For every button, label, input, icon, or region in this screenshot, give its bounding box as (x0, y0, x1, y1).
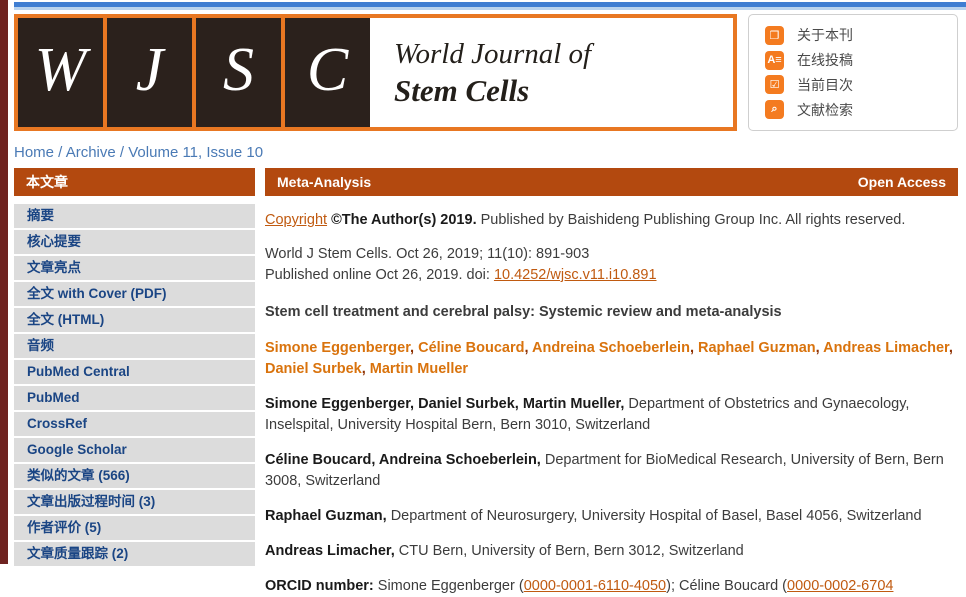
orcid-label: ORCID number: (265, 578, 378, 594)
affiliation-authors: Raphael Guzman, (265, 508, 387, 524)
article-title: Stem cell treatment and cerebral palsy: … (265, 304, 782, 320)
author-list: Simone Eggenberger, Céline Boucard, Andr… (265, 338, 958, 380)
quick-menu-item[interactable]: ❐ 关于本刊 (765, 25, 957, 45)
breadcrumb-link-1[interactable]: Archive (65, 144, 116, 161)
doi-link[interactable]: 10.4252/wjsc.v11.i10.891 (493, 267, 657, 283)
author-link[interactable]: Andreas Limacher (823, 340, 949, 356)
affiliation-list: Simone Eggenberger, Daniel Surbek, Marti… (265, 394, 958, 562)
author-separator: , (361, 361, 370, 377)
author-link[interactable]: Céline Boucard (418, 340, 525, 356)
copyright-rest: Published by Baishideng Publishing Group… (476, 212, 906, 228)
quick-menu-item[interactable]: ⌕ 文献检索 (765, 100, 957, 120)
quick-menu-label: 在线投稿 (797, 52, 853, 69)
citation-line: World J Stem Cells. Oct 26, 2019; 11(10)… (265, 246, 590, 262)
affiliation-text: Department of Neurosurgery, University H… (386, 508, 922, 524)
sidebar-item[interactable]: 文章质量跟踪 (2) (14, 542, 255, 566)
affiliation-authors: Andreas Limacher, (265, 543, 395, 559)
online-submission-icon: A≡ (765, 50, 784, 70)
author-separator: , (948, 340, 953, 356)
orcid-id-link[interactable]: 0000-0001-6110-4050 (523, 578, 667, 594)
affiliation-entry: Raphael Guzman, Department of Neurosurge… (265, 506, 958, 527)
sidebar-item[interactable]: 文章亮点 (14, 256, 255, 280)
quick-menu-label: 关于本刊 (797, 27, 853, 44)
copyright-bold: ©The Author(s) 2019. (327, 212, 477, 228)
orcid-line: ORCID number: Simone Eggenberger (0000-0… (265, 576, 958, 597)
breadcrumb-separator: / (115, 144, 129, 161)
sidebar-item[interactable]: PubMed Central (14, 360, 255, 384)
sidebar-item[interactable]: 类似的文章 (566) (14, 464, 255, 488)
sidebar-header: 本文章 (14, 168, 255, 196)
journal-name: World Journal of Stem Cells (370, 18, 591, 127)
author-link[interactable]: Daniel Surbek (265, 361, 362, 377)
copyright-link[interactable]: Copyright (265, 212, 328, 228)
affiliation-text: Department of Obstetrics and Gynaecology… (265, 396, 910, 433)
breadcrumb-link-2[interactable]: Volume 11, Issue 10 (128, 144, 264, 161)
article-type-label: Meta-Analysis (277, 174, 372, 190)
left-edge-strip (0, 0, 8, 564)
affiliation-authors: Simone Eggenberger, Daniel Surbek, Marti… (265, 396, 625, 412)
sidebar-items: 摘要 核心提要 文章亮点 全文 with Cover (PDF) 全文 (HTML) 音频… (14, 204, 255, 566)
sidebar-item[interactable]: CrossRef (14, 412, 255, 436)
author-separator: , (689, 340, 698, 356)
affiliation-authors: Céline Boucard, Andreina Schoeberlein, (265, 452, 541, 468)
sidebar-item[interactable]: 作者评价 (5) (14, 516, 255, 540)
logo-letter-s: S (196, 18, 281, 127)
affiliation-entry: Andreas Limacher, CTU Bern, University o… (265, 541, 958, 562)
sidebar-item[interactable]: PubMed (14, 386, 255, 410)
breadcrumb: Home / Archive / Volume 11, Issue 10 (14, 144, 263, 161)
orcid-author-name: Simone Eggenberger ( (377, 578, 524, 594)
current-issue-icon: ☑ (765, 75, 784, 95)
author-link[interactable]: Andreina Schoeberlein (532, 340, 690, 356)
literature-search-icon: ⌕ (765, 100, 784, 120)
article-sidebar: 本文章 摘要 核心提要 文章亮点 全文 with Cover (PDF) 全文 (HTM… (14, 168, 255, 568)
journal-name-line2: Stem Cells (394, 72, 530, 108)
quick-menu: ❐ 关于本刊 A≡ 在线投稿 ☑ 当前目次 ⌕ 文献检索 (748, 14, 958, 131)
sidebar-item[interactable]: 全文 (HTML) (14, 308, 255, 332)
logo-letter-j: J (107, 18, 192, 127)
article-main: Meta-Analysis Open Access Copyright ©The… (265, 168, 958, 597)
author-separator: , (524, 340, 532, 356)
top-blue-bar (14, 2, 966, 10)
breadcrumb-separator: / (54, 144, 66, 161)
author-link[interactable]: Simone Eggenberger (265, 340, 411, 356)
author-link[interactable]: Raphael Guzman (698, 340, 816, 356)
published-prefix: Published online Oct 26, 2019. doi: (265, 267, 494, 283)
journal-name-line1: World Journal of (394, 37, 592, 70)
affiliation-entry: Simone Eggenberger, Daniel Surbek, Marti… (265, 394, 958, 436)
citation-block: World J Stem Cells. Oct 26, 2019; 11(10)… (265, 244, 958, 286)
breadcrumb-link-0[interactable]: Home (14, 144, 55, 161)
sidebar-item[interactable]: 音频 (14, 334, 255, 358)
sidebar-item[interactable]: 全文 with Cover (PDF) (14, 282, 255, 306)
orcid-author-name: Céline Boucard ( (679, 578, 788, 594)
quick-menu-label: 文献检索 (797, 101, 853, 118)
logo-letter-c: C (285, 18, 370, 127)
affiliation-text: CTU Bern, University of Bern, Bern 3012,… (394, 543, 744, 559)
quick-menu-label: 当前目次 (797, 76, 853, 93)
sidebar-item[interactable]: 摘要 (14, 204, 255, 228)
category-bar: Meta-Analysis Open Access (265, 168, 958, 196)
author-separator: , (410, 340, 419, 356)
author-separator: , (815, 340, 824, 356)
sidebar-item[interactable]: Google Scholar (14, 438, 255, 462)
journal-about-icon: ❐ (765, 25, 784, 45)
affiliation-text: Department for BioMedical Research, Univ… (265, 452, 944, 489)
open-access-label: Open Access (857, 174, 946, 190)
orcid-id-link[interactable]: 0000-0002-6704 (787, 578, 894, 594)
quick-menu-item[interactable]: ☑ 当前目次 (765, 75, 957, 95)
author-link[interactable]: Martin Mueller (369, 361, 469, 377)
sidebar-item[interactable]: 核心提要 (14, 230, 255, 254)
sidebar-item[interactable]: 文章出版过程时间 (3) (14, 490, 255, 514)
copyright-line: Copyright ©The Author(s) 2019. Published… (265, 210, 958, 231)
quick-menu-item[interactable]: A≡ 在线投稿 (765, 50, 957, 70)
logo-letter-w: W (18, 18, 103, 127)
orcid-separator: ); (666, 578, 680, 594)
affiliation-entry: Céline Boucard, Andreina Schoeberlein, D… (265, 450, 958, 492)
